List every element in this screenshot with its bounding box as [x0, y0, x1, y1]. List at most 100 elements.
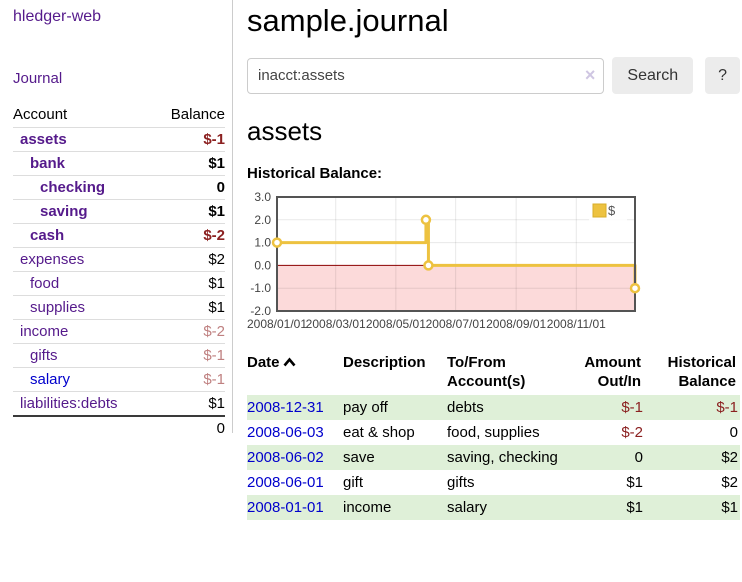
account-row: salary $-1: [13, 367, 225, 392]
account-row: bank $1: [13, 151, 225, 176]
accounts-body: assets $-1 bank $1 checking 0 saving $1 cash $-2 e…: [13, 127, 225, 440]
transaction-description: eat & shop: [343, 424, 415, 441]
account-link[interactable]: bank: [30, 155, 66, 172]
account-link[interactable]: liabilities:debts: [20, 395, 118, 412]
transaction-amount: $-2: [621, 424, 643, 441]
search-input[interactable]: [247, 57, 605, 94]
account-balance: $1: [152, 391, 225, 416]
svg-text:-1.0: -1.0: [250, 281, 271, 295]
page-title: sample.journal: [247, 3, 449, 38]
account-row: checking 0: [13, 175, 225, 200]
transaction-description: save: [343, 449, 375, 466]
account-row: gifts $-1: [13, 343, 225, 368]
register-row: 2008-01-01 income salary $1 $1: [247, 495, 740, 520]
account-link[interactable]: income: [20, 323, 69, 340]
transaction-amount: 0: [634, 449, 643, 466]
svg-text:3.0: 3.0: [254, 191, 271, 204]
account-balance: 0: [152, 175, 225, 200]
svg-text:2.0: 2.0: [254, 213, 271, 227]
chart-title: Historical Balance:: [247, 165, 383, 182]
accounts-total-row: 0: [13, 415, 225, 440]
date-link[interactable]: 2008-01-01: [247, 499, 324, 516]
account-balance: $-1: [152, 127, 225, 152]
account-balance: $-1: [152, 343, 225, 368]
account-row: cash $-2: [13, 223, 225, 248]
sidebar: hledger-web Journal Account Balance asse…: [0, 0, 233, 440]
historical-balance-chart: $3.0 2.0 1.0 0.0 -1.0 -2.0 2008/01/01 2008/03/0…: [247, 191, 740, 336]
svg-text:2008/05/01: 2008/05/01: [366, 317, 426, 331]
transaction-amount: $1: [626, 474, 643, 491]
account-link[interactable]: expenses: [20, 251, 85, 268]
date-link[interactable]: 2008-06-03: [247, 424, 324, 441]
svg-text:2008/07/01: 2008/07/01: [426, 317, 486, 331]
svg-text:1.0: 1.0: [254, 236, 271, 250]
account-balance: $1: [152, 295, 225, 320]
transaction-accounts: food, supplies: [447, 424, 540, 441]
account-balance: $1: [152, 199, 225, 224]
main-content: sample.journal × Search ? assets Histori…: [247, 0, 740, 520]
svg-text:2008/09/01: 2008/09/01: [486, 317, 546, 331]
register-body: 2008-12-31 pay off debts $-1 $-1 2008-06-03 ea…: [247, 395, 740, 520]
account-row: supplies $1: [13, 295, 225, 320]
search-form: × Search ?: [247, 57, 740, 94]
register-row: 2008-12-31 pay off debts $-1 $-1: [247, 395, 740, 420]
account-link[interactable]: salary: [30, 371, 71, 388]
date-link[interactable]: 2008-06-02: [247, 449, 324, 466]
date-link[interactable]: 2008-06-01: [247, 474, 324, 491]
svg-text:0.0: 0.0: [254, 258, 271, 272]
svg-text:2008/11/01: 2008/11/01: [547, 317, 606, 331]
account-link[interactable]: food: [30, 275, 60, 292]
search-input-wrap: ×: [247, 57, 605, 94]
account-link[interactable]: saving: [40, 203, 88, 220]
account-balance: $-2: [152, 319, 225, 344]
account-balance: $-1: [152, 367, 225, 392]
sort-ascending-icon: [280, 354, 296, 371]
date-link[interactable]: 2008-12-31: [247, 399, 324, 416]
accounts-header-row: Account Balance: [13, 103, 225, 128]
svg-text:-2.0: -2.0: [250, 304, 271, 318]
register-header-date[interactable]: Date: [247, 351, 343, 395]
search-button[interactable]: Search: [612, 57, 694, 94]
account-row: liabilities:debts $1: [13, 391, 225, 416]
account-link[interactable]: gifts: [30, 347, 58, 364]
register-row: 2008-06-03 eat & shop food, supplies $-2 0: [247, 420, 740, 445]
account-link[interactable]: supplies: [30, 299, 86, 316]
accounts-header-account: Account: [13, 106, 68, 123]
help-button[interactable]: ?: [705, 57, 740, 94]
accounts-table: Account Balance assets $-1 bank $1 checking 0…: [13, 103, 225, 440]
transaction-amount: $-1: [621, 399, 643, 416]
svg-text:2008/01/01: 2008/01/01: [247, 317, 307, 331]
account-heading: assets: [247, 116, 323, 146]
transaction-amount: $1: [626, 499, 643, 516]
register-row: 2008-06-01 gift gifts $1 $2: [247, 470, 740, 495]
register-header-balance: Historical Balance: [667, 354, 736, 390]
accounts-total-value: 0: [152, 415, 225, 440]
account-row: income $-2: [13, 319, 225, 344]
transaction-accounts: salary: [447, 499, 488, 516]
app-title[interactable]: hledger-web: [13, 8, 102, 25]
register-header-description: Description: [343, 354, 426, 371]
register-table: Date Description To/From Account(s) Amou…: [247, 351, 740, 520]
account-balance: $-2: [152, 223, 225, 248]
transaction-balance: 0: [729, 424, 738, 441]
account-link[interactable]: checking: [40, 179, 106, 196]
transaction-description: gift: [343, 474, 364, 491]
clear-search-icon[interactable]: ×: [584, 64, 596, 85]
account-link[interactable]: cash: [30, 227, 65, 244]
sidebar-item-journal[interactable]: Journal: [13, 70, 63, 87]
account-balance: $1: [152, 271, 225, 296]
register-row: 2008-06-02 save saving, checking 0 $2: [247, 445, 740, 470]
accounts-header-balance: Balance: [170, 106, 225, 123]
account-link[interactable]: assets: [20, 131, 67, 148]
register-header-accounts: To/From Account(s): [447, 354, 526, 390]
account-row: expenses $2: [13, 247, 225, 272]
transaction-accounts: debts: [447, 399, 484, 416]
account-balance: $1: [152, 151, 225, 176]
register-header-amount: Amount Out/In: [584, 354, 641, 390]
transaction-balance: $1: [721, 499, 738, 516]
account-row: saving $1: [13, 199, 225, 224]
transaction-balance: $2: [721, 474, 738, 491]
account-row: food $1: [13, 271, 225, 296]
transaction-accounts: saving, checking: [447, 449, 558, 466]
svg-text:2008/03/01: 2008/03/01: [306, 317, 366, 331]
